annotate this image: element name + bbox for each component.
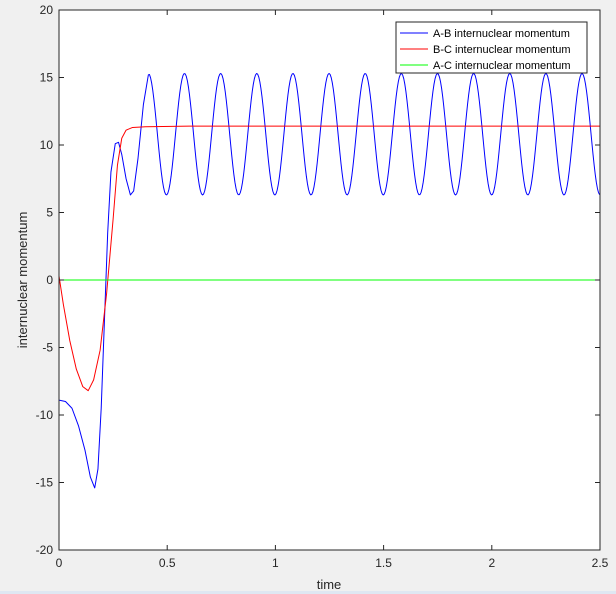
y-axis-label: internuclear momentum [15, 212, 30, 349]
x-tick-label: 2 [488, 556, 495, 570]
y-tick-label: 0 [46, 273, 53, 287]
y-tick-label: 5 [46, 206, 53, 220]
series-line-bc [58, 125, 600, 392]
y-tick-label: -5 [42, 341, 53, 355]
window-bottom-edge [0, 591, 616, 594]
x-tick-label: 0 [56, 556, 63, 570]
x-ticks: 0 0.5 1 1.5 2 2.5 [56, 10, 609, 570]
series-line-ab [58, 72, 601, 489]
y-tick-label: -15 [36, 476, 54, 490]
x-tick-label: 2.5 [592, 556, 609, 570]
legend-label-bc: B-C internuclear momentum [433, 44, 571, 56]
legend-label-ab: A-B internuclear momentum [433, 28, 570, 40]
x-axis-label: time [317, 577, 342, 592]
legend-label-ac: A-C internuclear momentum [433, 60, 571, 72]
y-tick-label: 10 [40, 138, 54, 152]
y-tick-label: -20 [36, 543, 54, 557]
y-ticks: -20 -15 -10 -5 0 5 10 15 20 [36, 3, 600, 557]
y-tick-label: 15 [40, 71, 54, 85]
y-tick-label: 20 [40, 3, 54, 17]
y-tick-label: -10 [36, 408, 54, 422]
series-layer [58, 72, 601, 489]
x-tick-label: 1 [272, 556, 279, 570]
x-tick-label: 1.5 [375, 556, 392, 570]
legend: A-B internuclear momentum B-C internucle… [395, 21, 588, 74]
x-tick-label: 0.5 [159, 556, 176, 570]
